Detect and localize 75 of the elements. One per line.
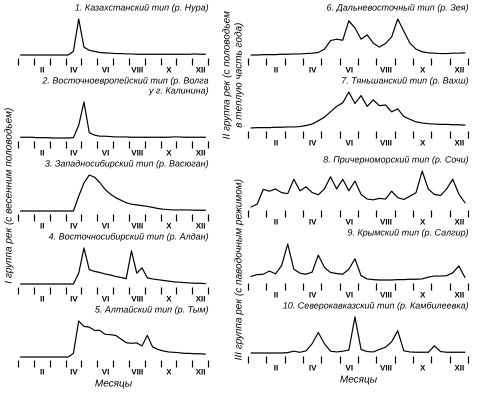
x-tick-label: X [420, 364, 426, 372]
x-tick-label: IV [308, 290, 318, 300]
x-tick-label: XII [454, 66, 464, 74]
chart-title: 10. Северокавказский тип (р. Камбилеевка) [282, 300, 469, 310]
x-tick-label: II [274, 66, 278, 74]
chart-title: 5. Алтайский тип (р. Тым) [94, 304, 209, 314]
x-tick-label: IV [70, 66, 78, 74]
x-tick-label: IV [70, 294, 78, 304]
chart-title: 7. Тяньшанский тип (р. Вахш) [341, 75, 469, 86]
x-tick-label: XII [196, 66, 206, 74]
chart-title: 8. Причерноморский тип (р. Сочи) [323, 154, 469, 164]
x-tick-label: II [40, 368, 44, 376]
x-tick-label: II [40, 66, 44, 74]
x-tick-label: XII [196, 294, 206, 304]
x-tick-label: VI [346, 138, 354, 148]
chart-title: 4. Восточносибирский тип (р. Алдан) [48, 231, 209, 242]
x-tick-label: X [420, 138, 426, 148]
x-tick-label: XII [454, 364, 464, 372]
x-tick-label: VIII [380, 138, 392, 148]
x-tick-label: XII [196, 368, 206, 376]
x-tick-label: IV [308, 66, 318, 74]
x-tick-label: II [274, 218, 278, 226]
x-tick-label: X [166, 368, 172, 376]
x-tick-label: X [166, 148, 172, 158]
chart-title: 9. Крымский тип (р. Салгир) [347, 227, 469, 238]
x-tick-label: VIII [131, 368, 144, 376]
x-tick-label: IV [308, 218, 318, 226]
x-tick-label: VI [346, 218, 354, 226]
x-tick-label: X [166, 222, 172, 230]
chart-title: 2. Восточноевропейский тип (р. Волга у г. Калинина) [41, 75, 209, 96]
x-tick-label: II [40, 222, 44, 230]
x-tick-label: VI [346, 66, 354, 74]
x-tick-label: X [420, 218, 426, 226]
x-tick-label: VI [102, 222, 110, 230]
x-tick-label: II [40, 148, 44, 158]
y-axis-title: I группа рек (с весенним половодьем) [3, 108, 14, 284]
x-tick-label: X [166, 66, 172, 74]
x-tick-label: VI [102, 294, 110, 304]
chart-title: 6. Дальневосточный тип (р. Зея) [326, 2, 469, 12]
x-tick-label: VIII [131, 66, 144, 74]
x-tick-label: XII [454, 138, 464, 148]
x-tick-label: IV [308, 138, 318, 148]
x-axis-title: Месяцы [340, 374, 378, 386]
x-tick-label: VI [102, 368, 110, 376]
x-tick-label: VI [102, 148, 110, 158]
x-tick-label: II [274, 138, 278, 148]
x-tick-label: XII [454, 218, 464, 226]
chart-title: 3. Западносибирский тип (р. Васюган) [44, 158, 209, 168]
x-tick-label: VIII [131, 294, 144, 304]
x-tick-label: XII [196, 222, 206, 230]
x-tick-label: II [274, 364, 278, 372]
x-tick-label: IV [70, 148, 78, 158]
x-tick-label: IV [70, 222, 78, 230]
y-axis-title: III группа рек (с паводочным режимом) [233, 179, 244, 360]
x-tick-label: II [40, 294, 44, 304]
x-tick-label: IV [308, 364, 318, 372]
x-tick-label: VIII [380, 66, 392, 74]
x-tick-label: VI [346, 364, 354, 372]
x-tick-label: X [166, 294, 172, 304]
x-tick-label: VIII [131, 148, 144, 158]
x-tick-label: X [420, 66, 426, 74]
x-tick-label: XII [454, 290, 464, 300]
x-tick-label: IV [70, 368, 78, 376]
x-tick-label: XII [196, 148, 206, 158]
x-tick-label: VI [346, 290, 354, 300]
x-tick-label: VIII [380, 364, 392, 372]
x-tick-label: X [420, 290, 426, 300]
x-tick-label: VIII [380, 218, 392, 226]
chart-title: 1. Казахстанский тип (р. Нура) [74, 2, 209, 12]
x-tick-label: II [274, 290, 278, 300]
x-tick-label: VI [102, 66, 110, 74]
x-tick-label: VIII [380, 290, 392, 300]
x-tick-label: VIII [131, 222, 144, 230]
y-axis-title: II группа рек (с половодьем в теплую часть года) [221, 10, 244, 140]
x-axis-title: Месяцы [94, 378, 133, 390]
